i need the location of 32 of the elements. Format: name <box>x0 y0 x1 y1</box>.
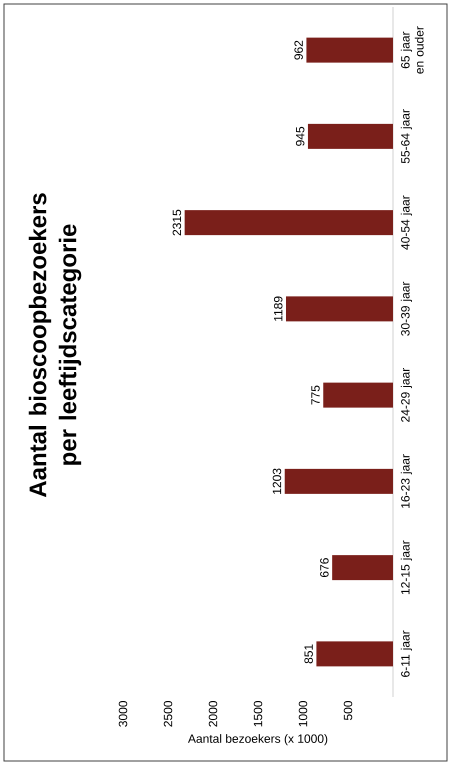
x-tick-label: 3000 <box>118 701 128 727</box>
y-tick-label: 30-39 jaar <box>400 282 412 336</box>
y-tick-label: 16-23 jaar <box>400 454 412 508</box>
data-label: 1203 <box>272 468 282 494</box>
x-tick-label: 1000 <box>298 701 308 726</box>
y-tick-label: 24-29 jaar <box>400 368 412 422</box>
bar <box>308 124 393 149</box>
bar <box>286 296 393 322</box>
data-label: 851 <box>304 644 313 664</box>
text: Aantal bioscoopbezoekers per leeftijdscategorie <box>28 193 82 498</box>
x-tick-label: 2000 <box>208 701 218 727</box>
data-label: 962 <box>294 40 303 60</box>
x-tick-label: 2500 <box>164 701 172 727</box>
bar <box>284 468 393 494</box>
y-tick-label: 12-15 jaar <box>400 540 412 594</box>
data-label: 1189 <box>274 296 282 321</box>
y-tick-label: 65 jaar en ouder <box>400 26 424 74</box>
bar <box>316 641 393 666</box>
bar <box>332 555 393 580</box>
bar <box>306 38 393 63</box>
x-tick-label: 500 <box>344 701 352 720</box>
x-axis-title: Aantal bezoekers (x 1000) <box>188 734 328 746</box>
y-tick-label: 6-11 jaar <box>400 630 412 677</box>
y-tick-label: 55-64 jaar <box>400 109 412 164</box>
bar <box>184 210 393 236</box>
data-label: 676 <box>320 558 329 578</box>
data-label: 775 <box>311 386 320 405</box>
data-label: 2315 <box>172 210 182 236</box>
data-label: 945 <box>296 126 304 146</box>
y-tick-label: 40-54 jaar <box>400 196 412 250</box>
bar <box>323 382 393 408</box>
x-tick-label: 1500 <box>254 701 262 726</box>
